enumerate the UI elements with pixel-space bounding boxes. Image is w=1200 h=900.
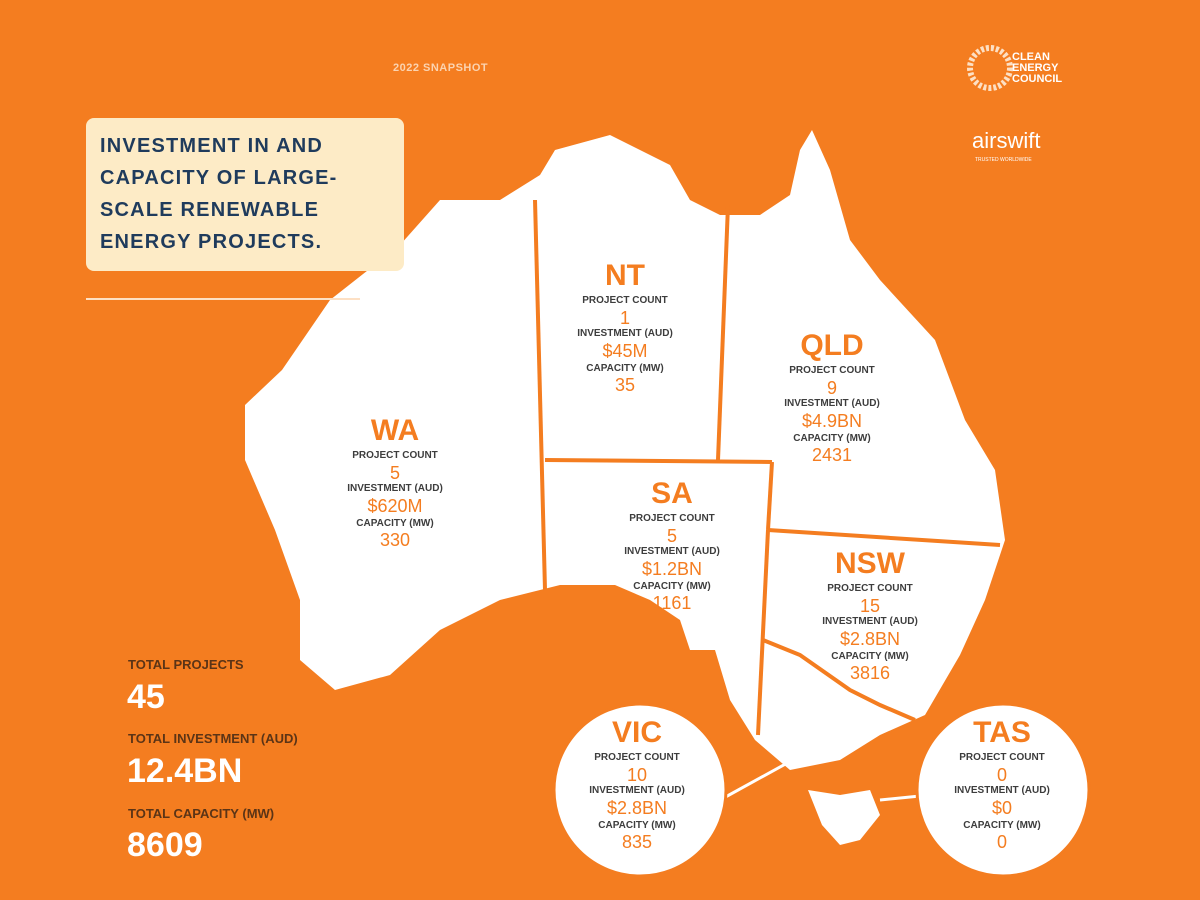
state-name: QLD (800, 329, 864, 362)
state-borders (533, 199, 1001, 736)
vic-circle (552, 702, 728, 878)
logo-line: CLEAN (1012, 51, 1050, 63)
value: $620M (367, 496, 423, 516)
logo: CLEAN ENERGY COUNCIL (1012, 52, 1062, 85)
value: $2.8BN (606, 798, 668, 818)
value: $2.8BN (839, 629, 901, 649)
value: 5 (666, 526, 677, 546)
label: INVESTMENT (AUD) (822, 616, 918, 627)
value: 3816 (849, 663, 891, 683)
border (767, 528, 1001, 547)
border (533, 199, 547, 591)
value: 1161 (652, 593, 692, 613)
australia-outline (245, 130, 1005, 770)
border (716, 204, 730, 461)
state-name: NT (605, 259, 645, 292)
logo-line: ENERGY (1012, 62, 1059, 74)
label: CAPACITY (MW) (586, 363, 664, 374)
label: INVESTMENT (AUD) (347, 483, 443, 494)
total-label: TOTAL PROJECTS (128, 657, 244, 672)
label: CAPACITY (MW) (633, 581, 711, 592)
value: $0 (991, 798, 1013, 818)
border (544, 458, 773, 464)
value: 0 (996, 765, 1007, 785)
state-name: NSW (835, 547, 905, 580)
value: $1.2BN (641, 559, 703, 579)
label: CAPACITY (MW) (356, 518, 434, 529)
border (762, 638, 916, 722)
tasmania (808, 790, 880, 845)
divider (86, 298, 360, 300)
border (766, 461, 774, 531)
logo-line: COUNCIL (1012, 73, 1063, 85)
label: CAPACITY (MW) (963, 820, 1041, 831)
total-label: TOTAL INVESTMENT (AUD) (128, 731, 298, 746)
partner: airswift (972, 128, 1041, 153)
snapshot: 2022 SNAPSHOT (393, 62, 489, 74)
label: CAPACITY (MW) (598, 820, 676, 831)
label: INVESTMENT (AUD) (589, 785, 685, 796)
label: INVESTMENT (AUD) (624, 546, 720, 557)
state-name: TAS (973, 716, 1031, 749)
label: CAPACITY (MW) (793, 433, 871, 444)
value: 5 (389, 463, 400, 483)
total-label: TOTAL CAPACITY (MW) (128, 806, 275, 821)
value: $45M (602, 341, 648, 361)
value: 0 (996, 832, 1007, 852)
state-name: WA (370, 414, 420, 447)
state-name: VIC (611, 716, 662, 749)
label: INVESTMENT (AUD) (954, 785, 1050, 796)
total-value: 45 (127, 678, 165, 716)
label: PROJECT COUNT (789, 365, 875, 376)
value: 1 (619, 308, 630, 328)
tas-circle (915, 702, 1091, 878)
value: 835 (621, 832, 653, 852)
label: PROJECT COUNT (594, 752, 680, 763)
title: INVESTMENT IN AND CAPACITY OF LARGE-SCAL… (86, 118, 404, 271)
value: 2431 (811, 445, 853, 465)
value: 330 (379, 530, 411, 550)
value: 10 (626, 765, 648, 785)
value: 35 (614, 375, 636, 395)
label: PROJECT COUNT (582, 295, 668, 306)
value: 9 (826, 378, 837, 398)
value: 15 (859, 596, 881, 616)
label: INVESTMENT (AUD) (577, 328, 673, 339)
label: PROJECT COUNT (629, 513, 715, 524)
label: CAPACITY (MW) (831, 651, 909, 662)
label: PROJECT COUNT (352, 450, 438, 461)
total-value: 8609 (127, 826, 203, 864)
label: PROJECT COUNT (959, 752, 1045, 763)
state-name: SA (651, 477, 693, 510)
partner-tagline: TRUSTED WORLDWIDE (975, 157, 1032, 163)
connector (719, 743, 821, 802)
label: PROJECT COUNT (827, 583, 913, 594)
label: INVESTMENT (AUD) (784, 398, 880, 409)
border (756, 529, 770, 736)
value: $4.9BN (801, 411, 863, 431)
total-value: 12.4BN (127, 752, 243, 790)
